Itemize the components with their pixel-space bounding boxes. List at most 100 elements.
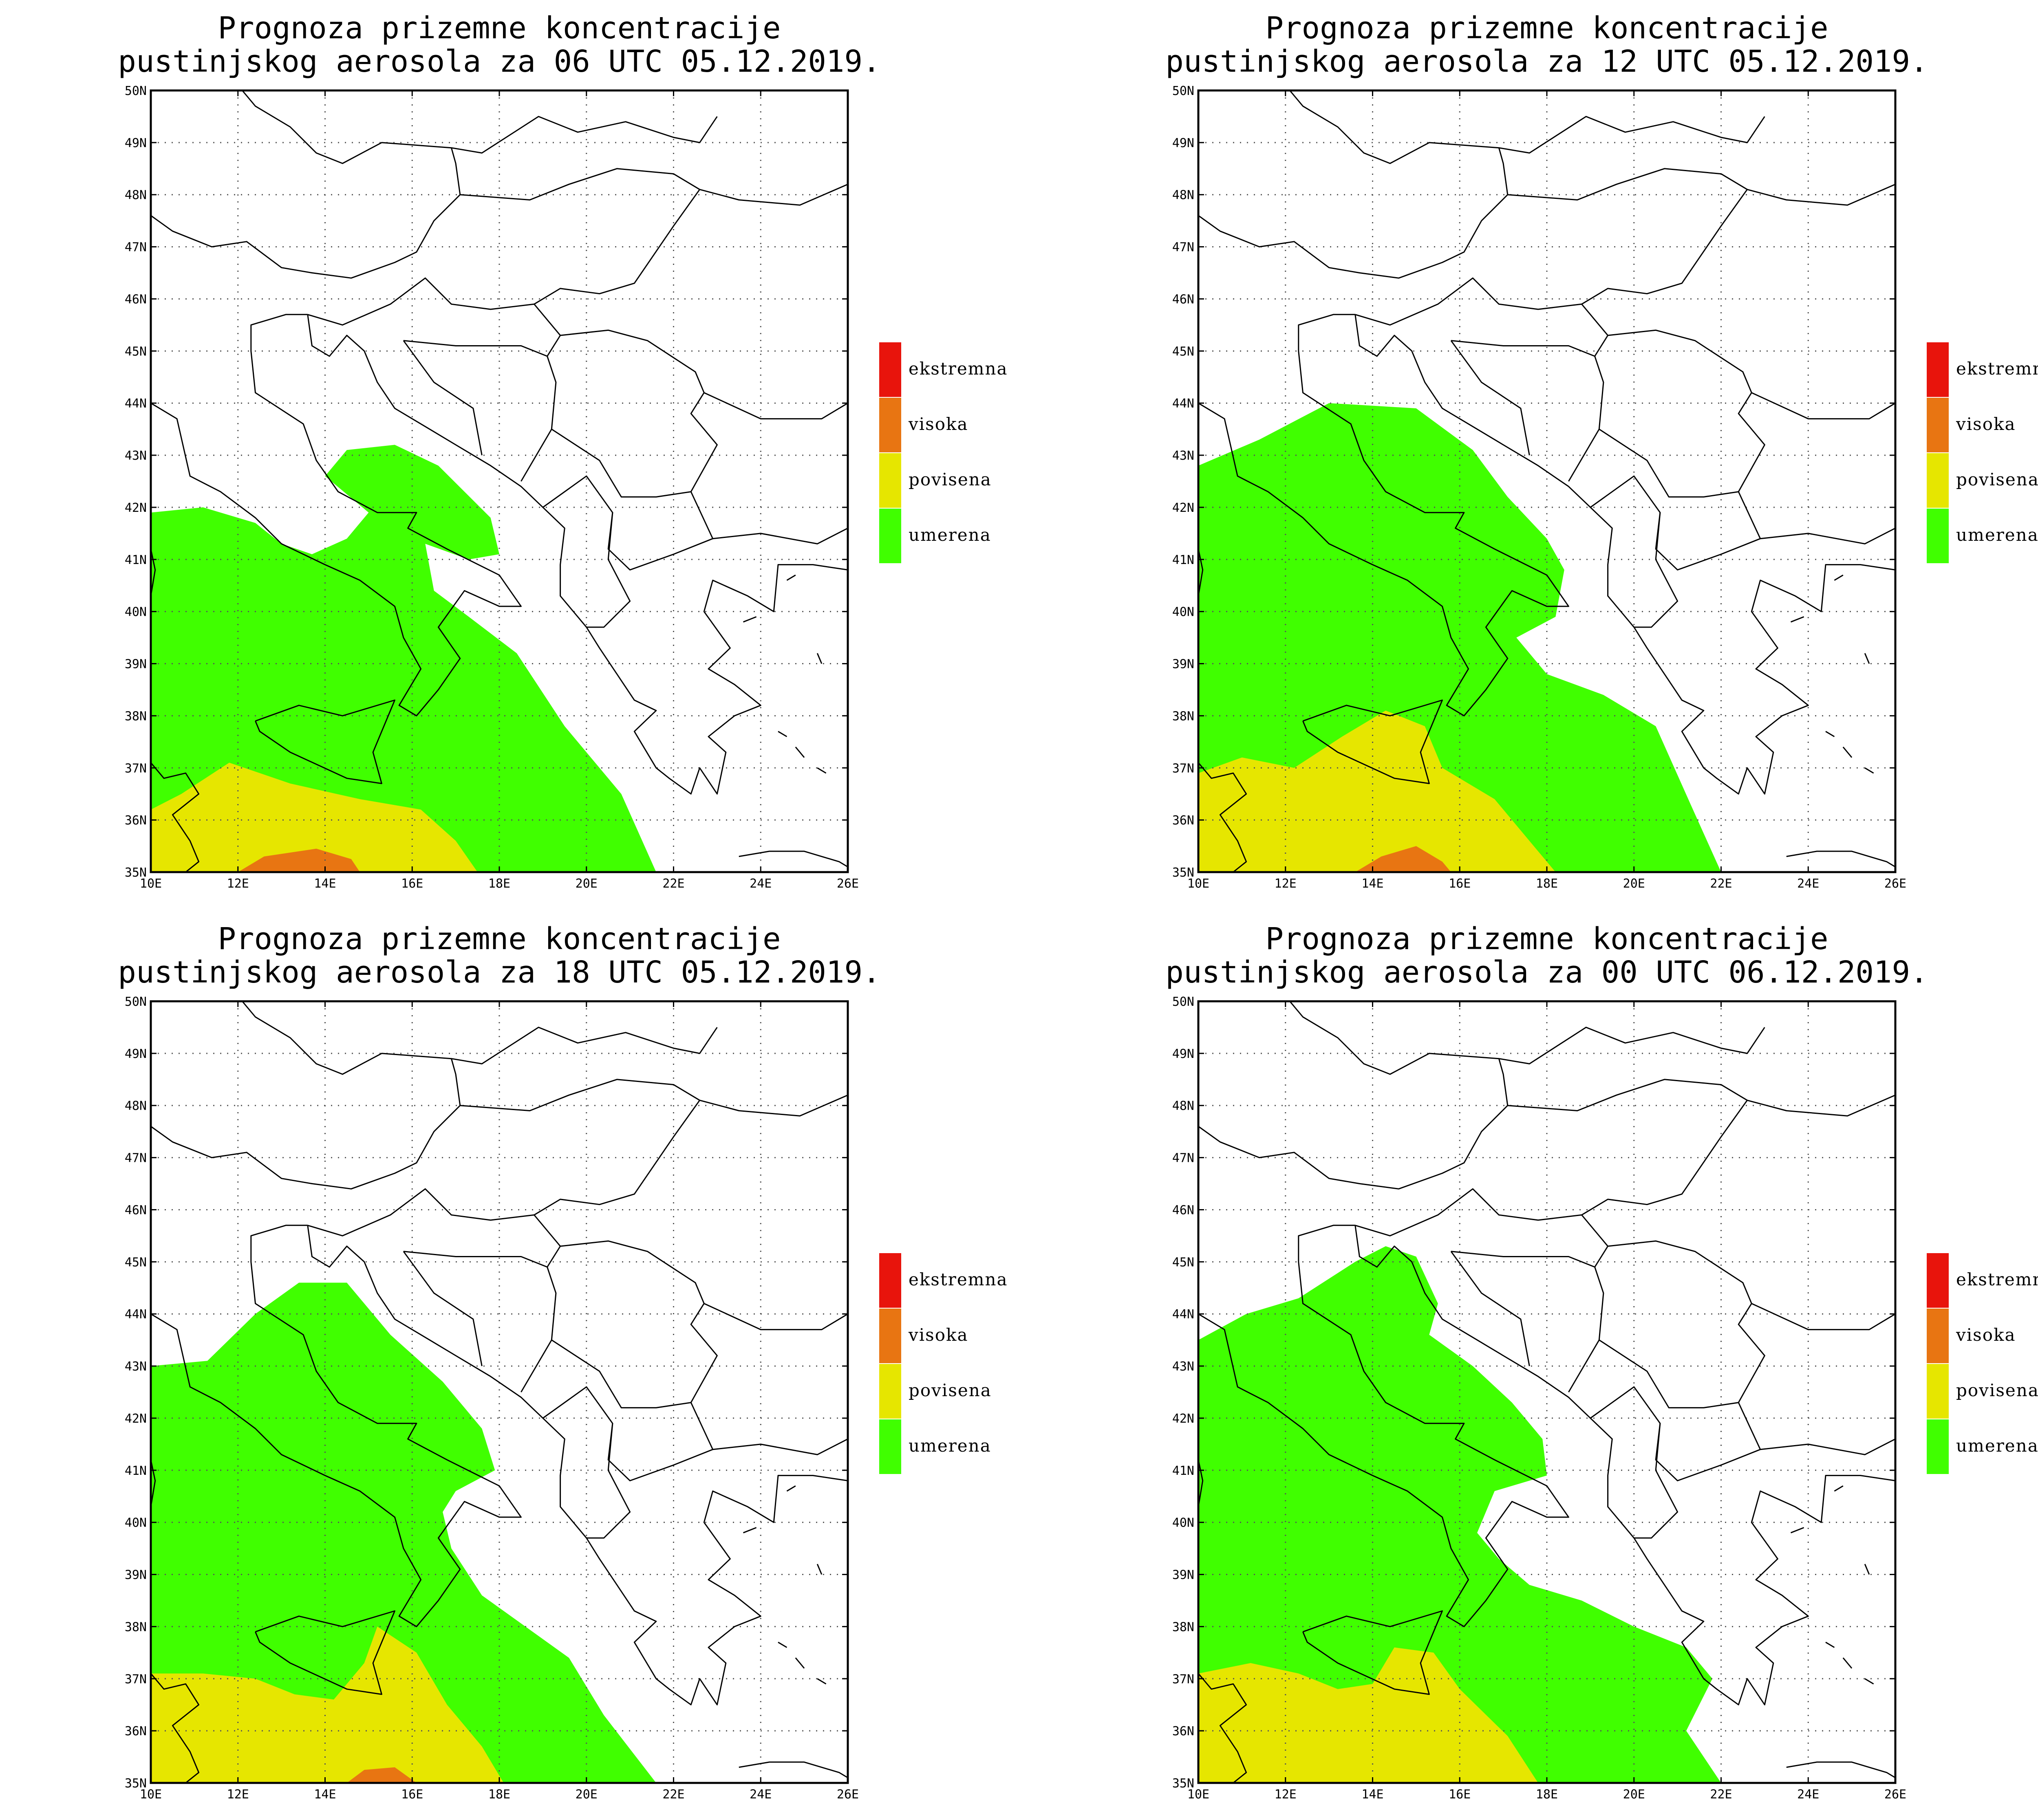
lat-label: 44N [125,1307,147,1322]
coastline-border [817,767,827,774]
lon-label: 24E [1797,877,1819,891]
legend-label-ekstremna: ekstremna [1956,1269,2038,1289]
coastline-border [1198,314,1569,716]
lon-label: 14E [314,1787,336,1802]
lat-label: 50N [125,995,147,1009]
lon-label: 20E [576,877,598,891]
legend-label-povisena: povisena [909,469,992,489]
coastline-border [403,340,483,456]
lat-label: 38N [1172,1620,1194,1634]
lon-label: 10E [140,877,162,891]
coastline-border [151,549,156,596]
coastline-border [778,731,787,737]
lon-label: 10E [140,1787,162,1802]
coastline-border [1834,1485,1844,1492]
coastline-border [460,168,701,305]
coastline-border [1499,1027,1765,1064]
zone-visoka [346,1767,417,1783]
lat-label: 37N [125,761,147,776]
lon-label: 22E [662,1787,684,1802]
lat-label: 36N [125,813,147,828]
coastline-border [1747,183,1895,206]
lat-label: 36N [1172,813,1194,828]
lat-label: 42N [125,501,147,515]
coastline-border [1198,549,1204,596]
legend-swatch-umerena [1927,509,1949,563]
lon-label: 20E [576,1787,598,1802]
lat-label: 41N [1172,553,1194,567]
coastline-border [1790,616,1804,623]
lon-label: 16E [401,1787,423,1802]
lat-label: 48N [125,1099,147,1113]
legend-label-visoka: visoka [909,414,968,434]
lat-label: 39N [125,1568,147,1582]
lon-label: 10E [1187,1787,1209,1802]
coastline-border [1747,1094,1895,1117]
coastline-border [1864,767,1874,774]
lat-label: 40N [125,605,147,619]
lat-label: 40N [1172,605,1194,619]
coastline-border [816,653,823,664]
coastline-border [1608,329,1895,544]
coastline-border [551,1339,691,1408]
lat-label: 46N [1172,1203,1194,1217]
lat-label: 46N [1172,292,1194,306]
coastline-border [1302,1610,1443,1695]
coastline-border [743,1527,757,1534]
lat-label: 43N [125,1359,147,1374]
coastline-border [151,314,522,716]
lon-label: 26E [1884,1787,1906,1802]
zone-povisena [151,762,478,872]
coastline-border [403,1251,483,1366]
lat-label: 38N [1172,709,1194,723]
coastline-border [699,183,848,206]
coastline-border [307,277,561,482]
legend-swatch-povisena [879,1364,901,1419]
legend-label-ekstremna: ekstremna [1956,359,2038,379]
lat-label: 43N [1172,449,1194,463]
legend-swatch-visoka [1927,1309,1949,1363]
coastline-border [795,1657,805,1669]
map-plot: 10E 12E 14E 16E 18E 20E 22E 24E 26E 50N 49N 48N 47N 4… [1172,84,1906,891]
coastline-border [778,1642,787,1648]
coastline-border [1451,340,1595,357]
coastline-border [739,851,848,868]
map-plot: 10E 12E 14E 16E 18E 20E 22E 24E 26E 50N 49N 48N 47N 4… [1172,995,1906,1802]
lat-label: 47N [1172,240,1194,255]
lat-label: 40N [125,1516,147,1530]
legend-swatch-visoka [1927,398,1949,452]
coastline-border [1507,1079,1748,1216]
map-plot: 10E 12E 14E 16E 18E 20E 22E 24E 26E 50N 49N 48N 47N 4… [125,84,859,891]
concentration-legend: ekstremna visoka povisena umerena [879,1253,1042,1481]
coastline-border [1354,1225,1895,1705]
lon-label: 14E [1361,1787,1383,1802]
coastline-border [1842,1657,1853,1669]
map-plot: 10E 12E 14E 16E 18E 20E 22E 24E 26E 50N 49N 48N 47N 4… [125,995,859,1802]
lat-label: 45N [1172,344,1194,359]
legend-swatch-visoka [879,1309,901,1363]
lat-label: 42N [1172,1412,1194,1426]
lat-label: 48N [125,188,147,203]
lat-label: 41N [125,1464,147,1478]
coastline-border [403,1251,548,1268]
lat-label: 39N [1172,657,1194,672]
lat-label: 35N [1172,1776,1194,1791]
lat-label: 47N [1172,1151,1194,1166]
zone-povisena [151,1626,504,1783]
coastline-border [1499,116,1765,154]
lat-label: 45N [125,1255,147,1269]
panel-title-line2: pustinjskog aerosola za 12 UTC 05.12.201… [1165,44,1928,79]
panel-title-line2: pustinjskog aerosola za 00 UTC 06.12.201… [1165,955,1928,990]
coastline-border [1825,731,1835,737]
coastline-border [1198,762,1247,872]
lon-label: 18E [488,1787,510,1802]
lat-label: 45N [125,344,147,359]
coastline-border [1751,1303,1895,1331]
coastline-border [786,1485,796,1492]
coastline-border [543,1386,713,1481]
lat-label: 48N [1172,188,1194,203]
zone-umerena [151,1282,656,1783]
legend-swatch-ekstremna [879,1253,901,1308]
coastline-border [817,1678,827,1685]
coastline-border [1355,1188,1609,1393]
